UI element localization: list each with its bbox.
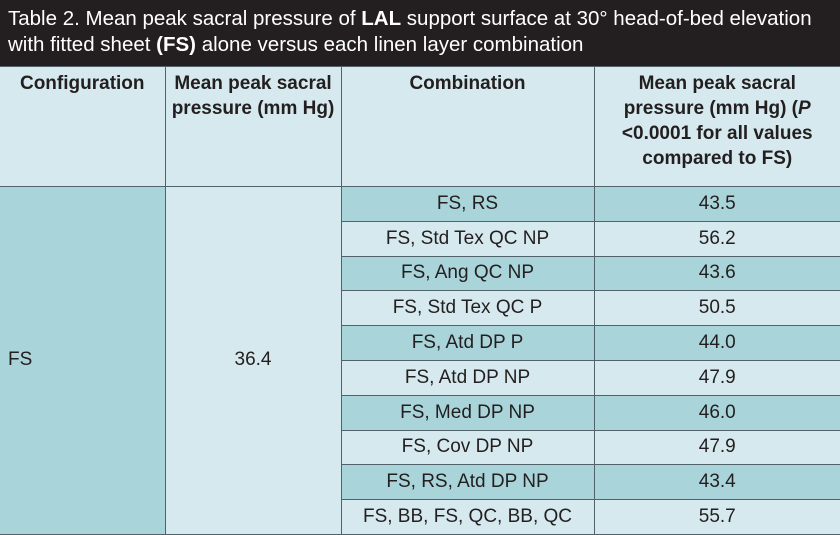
column-header: Mean peak sacral pressure (mm Hg) (P <0.… xyxy=(593,66,840,187)
pressure-cell: 47.9 xyxy=(593,429,840,466)
table-row: FS, Ang QC NP 43.6 xyxy=(0,255,840,292)
combination-cell: FS, Atd DP NP xyxy=(340,359,595,396)
combination-cell: FS, Std Tex QC P xyxy=(340,290,595,327)
pressure-cell: 56.2 xyxy=(593,220,840,257)
pressure-cell: 46.0 xyxy=(593,394,840,431)
table-row: FS, Atd DP P 44.0 xyxy=(0,325,840,361)
table-row: FS, Cov DP NP 47.9 xyxy=(0,429,840,466)
table-row: FS, RS, Atd DP NP 43.4 xyxy=(0,464,840,501)
combination-cell: FS, RS xyxy=(340,186,595,222)
combination-cell: FS, Std Tex QC NP xyxy=(340,220,595,257)
pressure-cell: 43.4 xyxy=(593,464,840,501)
column-header: Combination xyxy=(340,66,595,187)
combination-cell: FS, Cov DP NP xyxy=(340,429,595,466)
combination-cell: FS, Med DP NP xyxy=(340,394,595,431)
combination-cell: FS, Ang QC NP xyxy=(340,255,595,292)
header-text: <0.0001 for all values compared to FS) xyxy=(621,123,813,169)
table-row: FS, Med DP NP 46.0 xyxy=(0,394,840,431)
pressure-cell: 50.5 xyxy=(593,290,840,327)
configuration-cell: FS xyxy=(0,186,166,535)
column-header: Configuration xyxy=(0,66,166,187)
pressure-cell: 44.0 xyxy=(593,325,840,361)
combination-cell: FS, Atd DP P xyxy=(340,325,595,361)
title-bold: (FS) xyxy=(156,33,196,56)
title-text: support surface at 30° head-of-bed eleva… xyxy=(8,7,812,56)
combination-cell: FS, BB, FS, QC, BB, QC xyxy=(340,499,595,535)
pressure-cell: 55.7 xyxy=(593,499,840,535)
title-text: alone versus each linen layer combinatio… xyxy=(196,33,584,56)
pressure-cell: 43.5 xyxy=(593,186,840,222)
table-row: FS 36.4 FS, RS 43.5 xyxy=(0,186,840,535)
pressure-cell: 36.4 xyxy=(164,186,342,535)
title-text: Table 2. Mean peak sacral pressure of xyxy=(8,7,362,30)
table-row: FS, Std Tex QC NP 56.2 xyxy=(0,220,840,257)
column-header: Mean peak sacral pressure (mm Hg) xyxy=(164,66,342,187)
header-italic: P xyxy=(798,98,811,119)
pressure-cell: 43.6 xyxy=(593,255,840,292)
combination-cell: FS, RS, Atd DP NP xyxy=(340,464,595,501)
header-text: Mean peak sacral pressure (mm Hg) ( xyxy=(623,73,798,119)
table-title: Table 2. Mean peak sacral pressure of LA… xyxy=(0,0,840,66)
table-row: FS, Atd DP NP 47.9 xyxy=(0,359,840,396)
title-bold: LAL xyxy=(361,7,402,30)
table-row: FS, Std Tex QC P 50.5 xyxy=(0,290,840,327)
pressure-cell: 47.9 xyxy=(593,359,840,396)
data-table: Configuration Mean peak sacral pressure … xyxy=(0,66,840,535)
